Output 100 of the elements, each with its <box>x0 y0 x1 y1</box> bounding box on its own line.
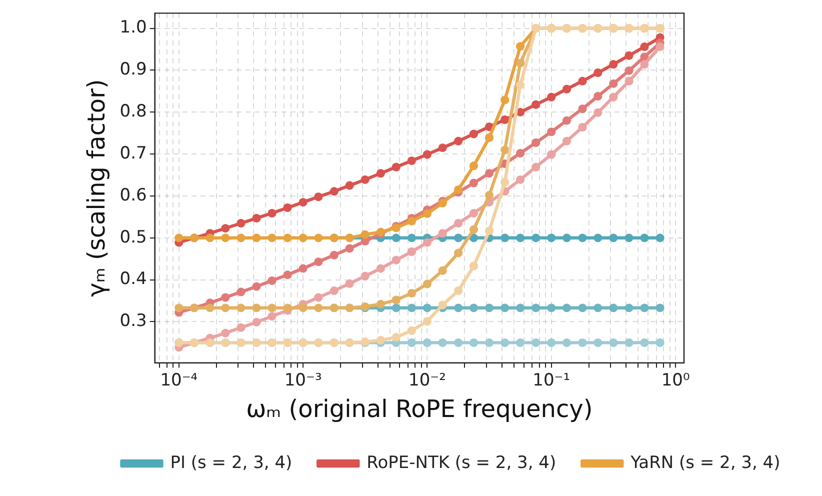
point <box>500 304 510 312</box>
point <box>469 262 478 270</box>
point <box>298 304 308 312</box>
point <box>283 203 292 212</box>
point <box>283 234 292 242</box>
point <box>594 234 602 242</box>
y-tick-label: 1.0 <box>120 18 147 38</box>
point <box>469 234 478 242</box>
point <box>438 300 447 310</box>
point <box>484 338 494 347</box>
point <box>516 175 525 184</box>
point <box>221 328 230 338</box>
point <box>252 234 261 242</box>
point <box>454 248 463 258</box>
point <box>578 338 587 347</box>
point <box>438 228 447 238</box>
point <box>206 304 214 312</box>
point <box>500 234 510 242</box>
point <box>454 338 463 347</box>
x-tick-label: 10⁻⁴ <box>160 370 198 390</box>
point <box>422 304 432 312</box>
point <box>547 92 556 102</box>
point <box>640 42 649 52</box>
point <box>376 264 385 273</box>
point <box>484 190 494 200</box>
point <box>422 317 432 326</box>
point <box>454 286 463 295</box>
point <box>221 234 230 242</box>
point <box>624 234 634 242</box>
point <box>500 96 510 104</box>
point <box>206 234 214 242</box>
point <box>516 304 525 312</box>
point <box>594 68 602 78</box>
point <box>609 79 618 88</box>
point <box>360 230 370 239</box>
point <box>438 143 447 152</box>
point <box>469 178 478 188</box>
point <box>360 175 370 184</box>
point <box>562 338 572 347</box>
point <box>609 234 618 242</box>
point <box>407 247 416 256</box>
point <box>454 218 463 228</box>
point <box>578 104 587 114</box>
point <box>640 338 649 347</box>
point <box>500 178 510 186</box>
point <box>407 156 416 166</box>
point <box>484 133 494 142</box>
point <box>500 338 510 347</box>
point <box>221 224 230 233</box>
point <box>484 304 494 312</box>
point <box>407 338 416 347</box>
point <box>345 244 354 253</box>
point <box>532 234 540 242</box>
point <box>469 304 478 312</box>
point <box>283 304 292 312</box>
y-tick-label: 0.7 <box>120 143 147 164</box>
point <box>624 76 634 86</box>
x-tick-label: 10⁻² <box>408 370 446 390</box>
point <box>454 185 463 194</box>
point <box>469 208 478 218</box>
point <box>609 338 618 347</box>
point <box>469 225 478 234</box>
point <box>454 304 463 312</box>
point <box>609 304 618 312</box>
point <box>236 323 246 332</box>
point <box>547 304 556 312</box>
point <box>469 338 478 347</box>
legend-label: YaRN (s = 2, 3, 4) <box>630 452 780 473</box>
y-tick-label: 0.4 <box>120 269 147 290</box>
point <box>532 100 540 109</box>
point <box>594 108 602 117</box>
point <box>330 187 338 196</box>
point <box>345 181 354 190</box>
point <box>609 92 618 102</box>
point <box>532 338 540 347</box>
point <box>252 282 261 291</box>
point <box>314 293 323 302</box>
point <box>438 338 447 347</box>
point <box>624 304 634 312</box>
point <box>407 216 416 226</box>
point <box>268 208 276 218</box>
point <box>236 304 246 312</box>
point <box>268 234 276 242</box>
point <box>298 234 308 242</box>
point <box>640 52 649 62</box>
point <box>532 162 540 172</box>
point <box>532 304 540 312</box>
point <box>314 257 323 266</box>
point <box>392 296 400 304</box>
point <box>562 234 572 242</box>
point <box>532 138 540 148</box>
point <box>516 338 525 347</box>
point <box>252 318 261 326</box>
point <box>484 169 494 178</box>
y-tick-label: 0.3 <box>120 311 147 332</box>
y-tick-label: 0.8 <box>120 102 147 122</box>
point <box>422 209 432 218</box>
point <box>656 42 664 52</box>
point <box>594 304 602 312</box>
point <box>236 218 246 228</box>
